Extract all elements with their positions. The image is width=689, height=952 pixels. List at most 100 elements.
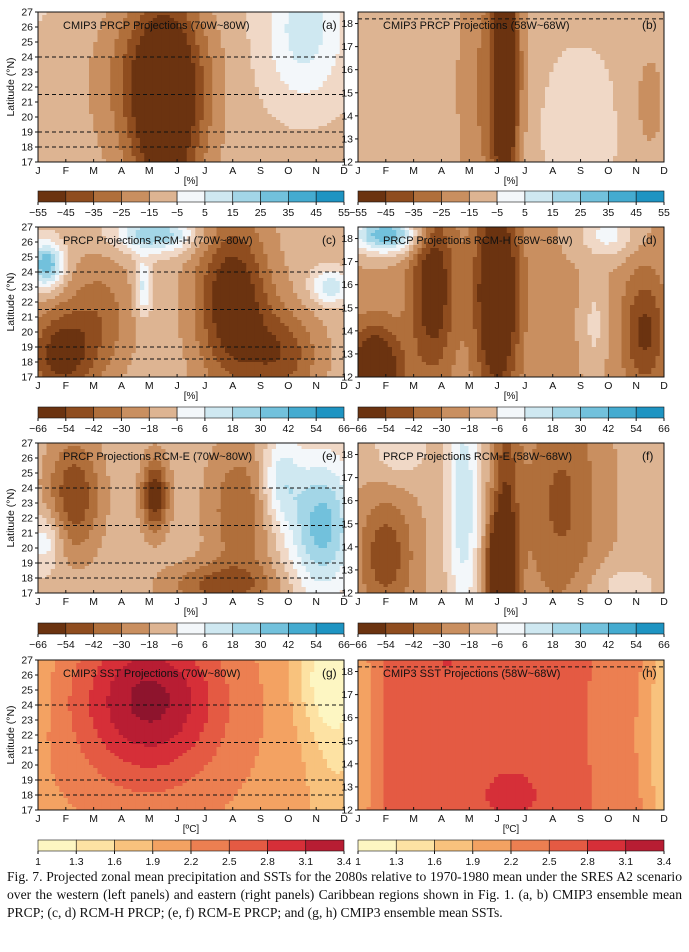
x-tick-label: A (438, 380, 445, 392)
y-tick-label: 19 (21, 558, 33, 570)
colorbar-swatch (552, 190, 581, 203)
colorbar-swatch (315, 622, 345, 635)
x-tick-label: N (632, 813, 640, 825)
colorbar-swatch (176, 406, 206, 419)
x-tick-label: F (383, 596, 389, 608)
colorbar-label: 6 (522, 423, 528, 435)
y-tick-label: 19 (21, 775, 33, 787)
colorbar-swatch (121, 190, 150, 203)
y-tick-label: 18 (21, 790, 33, 802)
colorbar-swatch (510, 839, 550, 852)
y-tick-label: 17 (21, 372, 33, 384)
field-b (358, 12, 664, 162)
panel-tag: (g) (322, 666, 337, 680)
colorbar-label: 54 (630, 639, 642, 651)
y-tick-label: 17 (341, 256, 353, 268)
y-tick-label: 27 (21, 655, 33, 667)
colorbar-swatch (121, 622, 150, 635)
x-tick-label: F (383, 380, 389, 392)
colorbar-label: 1 (35, 856, 41, 866)
field-g (38, 660, 344, 810)
x-tick-label: J (35, 165, 40, 177)
x-tick-label: M (409, 380, 418, 392)
colorbar-swatch (75, 839, 115, 852)
colorbar-label: 1.9 (145, 856, 160, 866)
y-tick-label: 21 (21, 745, 33, 757)
x-tick-label: A (438, 813, 445, 825)
y-tick-label: 15 (341, 302, 353, 314)
colorbar-swatch (357, 839, 397, 852)
y-tick-label: 16 (341, 279, 353, 291)
colorbar-swatch (580, 190, 609, 203)
x-tick-label: N (312, 596, 320, 608)
colorbar-label: −6 (171, 639, 183, 651)
colorbar-label: −42 (405, 639, 423, 651)
colorbar-label: −25 (433, 207, 451, 219)
y-tick-label: 12 (341, 372, 353, 384)
colorbar-swatch (204, 190, 234, 203)
colorbar-label: −66 (29, 639, 47, 651)
colorbar-swatch (496, 190, 526, 203)
x-tick-label: F (63, 813, 69, 825)
panel-tag: (h) (642, 666, 657, 680)
y-tick-label: 19 (21, 342, 33, 354)
colorbar-label: −55 (349, 207, 367, 219)
y-tick-label: 23 (21, 498, 33, 510)
panel-h: 12 13 14 15 16 17 18 J F M A M J J A S O N D [ºC] CMIP3 SST … (341, 659, 668, 835)
colorbar-swatch (468, 406, 498, 419)
colorbar-label: −30 (433, 423, 451, 435)
x-tick-label: O (604, 596, 612, 608)
colorbar-swatch (580, 406, 609, 419)
panel-title: PRCP Projections RCM-H (70W~80W) (63, 235, 253, 247)
colorbar-label: −54 (57, 639, 75, 651)
y-tick-label: 27 (21, 438, 33, 450)
unit-label: [%] (184, 607, 199, 618)
colorbar-swatch (204, 406, 234, 419)
colorbar-label: 18 (547, 423, 559, 435)
y-tick-label: 18 (341, 666, 353, 678)
panel-frame (357, 11, 665, 163)
x-tick-label: J (355, 596, 360, 608)
colorbar-label: 30 (255, 639, 267, 651)
colorbar-label: −42 (405, 423, 423, 435)
unit-label: [%] (184, 391, 199, 402)
x-tick-label: J (174, 165, 179, 177)
colorbar-swatch (65, 190, 94, 203)
colorbar-label: 55 (338, 207, 350, 219)
colorbar-label: 30 (575, 639, 587, 651)
colorbar-label: −66 (349, 639, 367, 651)
y-tick-label: 13 (341, 564, 353, 576)
field-c (38, 227, 344, 377)
x-tick-label: O (284, 596, 292, 608)
x-tick-label: J (355, 380, 360, 392)
y-tick-label: 26 (21, 22, 33, 34)
x-tick-label: J (202, 813, 207, 825)
x-tick-label: J (522, 165, 527, 177)
y-tick-label: 18 (341, 18, 353, 30)
colorbar-label: 18 (547, 639, 559, 651)
x-tick-label: A (229, 380, 236, 392)
colorbar-label: −45 (377, 207, 395, 219)
y-tick-label: 23 (21, 282, 33, 294)
colorbar-label: 66 (338, 639, 350, 651)
colorbar-swatch (260, 622, 289, 635)
colorbar-swatch (434, 839, 474, 852)
x-tick-label: D (340, 165, 348, 177)
colorbar-swatch (37, 839, 77, 852)
x-tick-label: O (284, 380, 292, 392)
x-tick-label: J (522, 596, 527, 608)
y-tick-label: 27 (21, 222, 33, 234)
colorbar-swatch (385, 622, 414, 635)
y-tick-label: 18 (341, 449, 353, 461)
x-tick-label: M (465, 165, 474, 177)
panel-e: 17 18 19 20 21 22 23 24 25 26 27 J F M A M J J A S O N D [%] PRC… (5, 438, 348, 619)
panel-title: PRCP Projections RCM-E (58W~68W) (383, 451, 572, 463)
x-tick-label: M (89, 380, 98, 392)
colorbar-label: 2.2 (184, 856, 199, 866)
y-tick-label: 16 (341, 495, 353, 507)
panel-tag: (d) (642, 233, 657, 247)
x-tick-label: N (632, 165, 640, 177)
x-tick-label: M (145, 165, 154, 177)
y-tick-label: 12 (341, 157, 353, 169)
x-tick-label: D (340, 813, 348, 825)
